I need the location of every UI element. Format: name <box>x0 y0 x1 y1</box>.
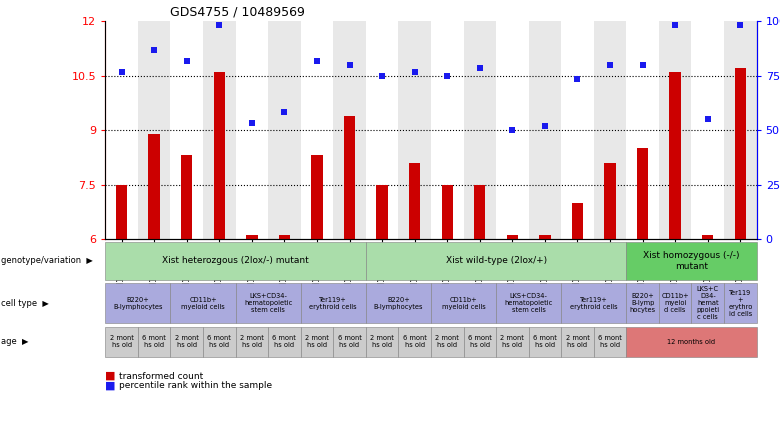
Bar <box>148 134 160 239</box>
Text: 6 mont
hs old: 6 mont hs old <box>468 335 491 348</box>
Text: Xist homozygous (-/-)
mutant: Xist homozygous (-/-) mutant <box>644 251 739 271</box>
Bar <box>441 184 453 239</box>
Text: B220+
B-lymphocytes: B220+ B-lymphocytes <box>374 297 423 310</box>
Bar <box>669 72 681 239</box>
Text: 2 mont
hs old: 2 mont hs old <box>110 335 133 348</box>
Bar <box>203 21 236 239</box>
Text: 6 mont
hs old: 6 mont hs old <box>338 335 361 348</box>
Bar <box>735 69 746 239</box>
Text: 2 mont
hs old: 2 mont hs old <box>435 335 459 348</box>
Bar <box>659 21 692 239</box>
Bar <box>246 235 257 239</box>
Bar <box>278 235 290 239</box>
Text: 6 mont
hs old: 6 mont hs old <box>142 335 166 348</box>
Bar <box>702 235 714 239</box>
Text: 2 mont
hs old: 2 mont hs old <box>566 335 590 348</box>
Bar <box>377 184 388 239</box>
Text: age  ▶: age ▶ <box>1 337 28 346</box>
Text: CD11b+
myeloi
d cells: CD11b+ myeloi d cells <box>661 293 689 313</box>
Bar <box>474 184 485 239</box>
Text: Xist heterozgous (2lox/-) mutant: Xist heterozgous (2lox/-) mutant <box>162 256 309 266</box>
Bar <box>572 203 583 239</box>
Text: CD11b+
myeloid cells: CD11b+ myeloid cells <box>181 297 225 310</box>
Text: 6 mont
hs old: 6 mont hs old <box>533 335 557 348</box>
Bar <box>637 148 648 239</box>
Bar <box>529 21 562 239</box>
Text: 12 months old: 12 months old <box>668 339 715 345</box>
Bar <box>507 235 518 239</box>
Text: Ter119+
erythroid cells: Ter119+ erythroid cells <box>570 297 618 310</box>
Text: 2 mont
hs old: 2 mont hs old <box>175 335 199 348</box>
Bar <box>301 21 333 239</box>
Bar <box>691 21 724 239</box>
Bar <box>366 21 399 239</box>
Text: transformed count: transformed count <box>119 371 204 381</box>
Text: CD11b+
myeloid cells: CD11b+ myeloid cells <box>441 297 485 310</box>
Bar <box>409 163 420 239</box>
Bar <box>105 21 138 239</box>
Text: 2 mont
hs old: 2 mont hs old <box>501 335 524 348</box>
Bar <box>626 21 659 239</box>
Bar <box>604 163 615 239</box>
Bar <box>344 115 355 239</box>
Text: Ter119
+
erythro
id cells: Ter119 + erythro id cells <box>729 290 753 316</box>
Bar <box>496 21 529 239</box>
Bar <box>236 21 268 239</box>
Text: 2 mont
hs old: 2 mont hs old <box>370 335 394 348</box>
Text: percentile rank within the sample: percentile rank within the sample <box>119 381 272 390</box>
Text: cell type  ▶: cell type ▶ <box>1 299 48 308</box>
Text: B220+
B-lymphocytes: B220+ B-lymphocytes <box>113 297 162 310</box>
Bar <box>214 72 225 239</box>
Bar <box>268 21 301 239</box>
Bar <box>431 21 463 239</box>
Text: B220+
B-lymp
hocytes: B220+ B-lymp hocytes <box>629 293 656 313</box>
Text: 6 mont
hs old: 6 mont hs old <box>272 335 296 348</box>
Text: GDS4755 / 10489569: GDS4755 / 10489569 <box>170 5 305 19</box>
Text: 6 mont
hs old: 6 mont hs old <box>402 335 427 348</box>
Bar <box>170 21 203 239</box>
Bar <box>463 21 496 239</box>
Text: ■: ■ <box>105 371 115 381</box>
Text: LKS+CD34-
hematopoietic
stem cells: LKS+CD34- hematopoietic stem cells <box>505 293 553 313</box>
Bar <box>724 21 757 239</box>
Text: Ter119+
erythroid cells: Ter119+ erythroid cells <box>310 297 357 310</box>
Text: ■: ■ <box>105 381 115 391</box>
Bar <box>181 156 193 239</box>
Bar <box>311 156 323 239</box>
Bar <box>561 21 594 239</box>
Text: Xist wild-type (2lox/+): Xist wild-type (2lox/+) <box>445 256 547 266</box>
Text: 2 mont
hs old: 2 mont hs old <box>305 335 329 348</box>
Text: 6 mont
hs old: 6 mont hs old <box>598 335 622 348</box>
Bar <box>116 184 127 239</box>
Bar <box>539 235 551 239</box>
Bar <box>594 21 626 239</box>
Bar <box>399 21 431 239</box>
Text: genotype/variation  ▶: genotype/variation ▶ <box>1 256 93 266</box>
Text: LKS+CD34-
hematopoietic
stem cells: LKS+CD34- hematopoietic stem cells <box>244 293 292 313</box>
Bar <box>138 21 170 239</box>
Text: LKS+C
D34-
hemat
ppoieti
c cells: LKS+C D34- hemat ppoieti c cells <box>697 286 719 320</box>
Text: 2 mont
hs old: 2 mont hs old <box>240 335 264 348</box>
Bar <box>333 21 366 239</box>
Text: 6 mont
hs old: 6 mont hs old <box>207 335 231 348</box>
